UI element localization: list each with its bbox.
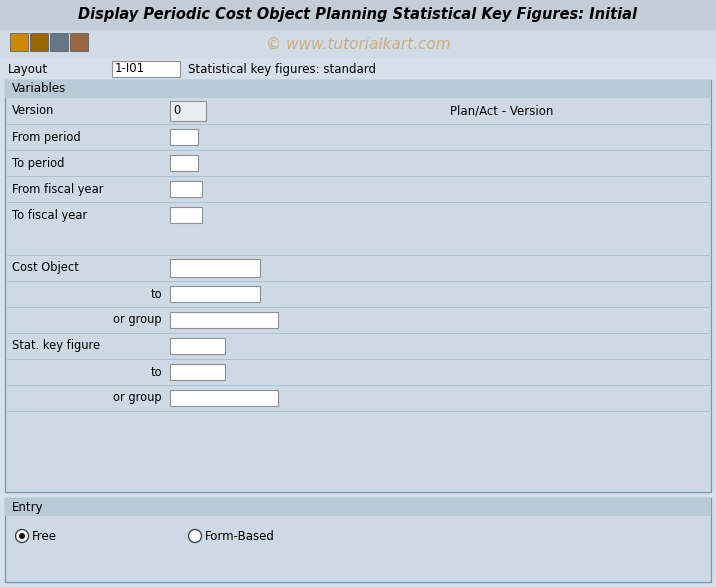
- Bar: [170, 338, 225, 354]
- Bar: [50, 33, 68, 51]
- Text: 1-I01: 1-I01: [115, 62, 145, 76]
- Text: Form-Based: Form-Based: [205, 529, 275, 542]
- Text: or group: or group: [113, 392, 162, 404]
- Bar: [5, 498, 711, 582]
- Text: Plan/Act - Version: Plan/Act - Version: [450, 104, 553, 117]
- Bar: [170, 207, 202, 223]
- Text: © www.tutorialkart.com: © www.tutorialkart.com: [266, 36, 450, 52]
- Bar: [170, 364, 225, 380]
- Text: to: to: [150, 366, 162, 379]
- Text: Statistical key figures: standard: Statistical key figures: standard: [188, 62, 376, 76]
- Bar: [170, 312, 278, 328]
- Bar: [170, 129, 198, 145]
- Bar: [170, 181, 202, 197]
- Bar: [0, 0, 716, 30]
- Text: 0: 0: [173, 104, 180, 117]
- Bar: [170, 286, 260, 302]
- Text: Cost Object: Cost Object: [12, 261, 79, 275]
- Bar: [112, 61, 180, 77]
- Text: Display Periodic Cost Object Planning Statistical Key Figures: Initial: Display Periodic Cost Object Planning St…: [79, 8, 637, 22]
- Bar: [170, 390, 278, 406]
- Circle shape: [188, 529, 201, 542]
- Bar: [0, 30, 716, 58]
- Text: Version: Version: [12, 104, 54, 117]
- Text: To period: To period: [12, 157, 64, 170]
- Circle shape: [19, 533, 25, 539]
- Text: To fiscal year: To fiscal year: [12, 208, 87, 221]
- Bar: [0, 58, 716, 80]
- Bar: [30, 33, 48, 51]
- Bar: [70, 33, 88, 51]
- Bar: [5, 80, 711, 98]
- Text: to: to: [150, 288, 162, 301]
- Text: From period: From period: [12, 130, 81, 143]
- Text: or group: or group: [113, 313, 162, 326]
- Bar: [170, 155, 198, 171]
- Text: Layout: Layout: [8, 62, 48, 76]
- Text: From fiscal year: From fiscal year: [12, 183, 104, 195]
- Text: Entry: Entry: [12, 501, 44, 514]
- Text: Stat. key figure: Stat. key figure: [12, 339, 100, 353]
- Text: Variables: Variables: [12, 83, 67, 96]
- Bar: [5, 498, 711, 516]
- Bar: [170, 259, 260, 277]
- Bar: [170, 101, 206, 121]
- Bar: [10, 33, 28, 51]
- Circle shape: [16, 529, 29, 542]
- Text: Free: Free: [32, 529, 57, 542]
- Bar: [5, 80, 711, 492]
